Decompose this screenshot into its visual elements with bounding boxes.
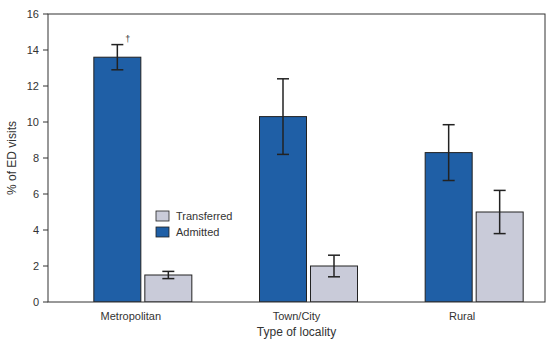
x-tick-label: Rural	[449, 310, 475, 322]
error-bar	[162, 271, 174, 278]
y-tick	[43, 86, 48, 87]
error-line	[333, 255, 335, 277]
y-tick-label: 6	[33, 188, 39, 200]
error-cap	[328, 254, 340, 256]
y-tick	[43, 194, 48, 195]
error-cap	[162, 278, 174, 280]
y-tick	[43, 302, 48, 303]
error-line	[117, 45, 119, 70]
bar	[145, 275, 192, 302]
error-cap	[494, 190, 506, 192]
y-tick-label: 0	[33, 296, 39, 308]
y-tick-label: 14	[27, 44, 39, 56]
error-cap	[443, 180, 455, 182]
y-tick-label: 8	[33, 152, 39, 164]
y-tick	[43, 266, 48, 267]
error-cap	[111, 44, 123, 46]
error-line	[448, 125, 450, 181]
bar	[94, 57, 141, 302]
annotation: †	[125, 34, 130, 44]
x-tick-label: Town/City	[273, 310, 321, 322]
error-line	[282, 79, 284, 155]
error-cap	[494, 233, 506, 235]
error-bar	[494, 190, 506, 233]
error-cap	[111, 69, 123, 71]
y-tick-label: 10	[27, 116, 39, 128]
legend-label: Transferred	[176, 210, 232, 222]
legend-label: Admitted	[176, 226, 219, 238]
error-bar	[111, 45, 123, 70]
chart: 0 2 4 6 8 10 12 14 16 Metropolitan Town/City Rural †…	[0, 0, 560, 355]
error-line	[168, 271, 170, 278]
error-cap	[443, 124, 455, 126]
plot-frame	[48, 14, 545, 302]
y-tick-label: 16	[27, 8, 39, 20]
error-bar	[277, 79, 289, 155]
error-bar	[328, 255, 340, 277]
y-tick	[43, 158, 48, 159]
legend: Transferred Admitted	[156, 210, 232, 238]
y-tick	[43, 122, 48, 123]
error-cap	[328, 276, 340, 278]
y-tick	[43, 50, 48, 51]
x-axis-label: Type of locality	[257, 325, 336, 339]
y-tick	[43, 230, 48, 231]
legend-swatch	[156, 211, 169, 221]
x-tick-label: Metropolitan	[101, 310, 162, 322]
error-line	[499, 190, 501, 233]
y-tick-label: 2	[33, 260, 39, 272]
y-tick-label: 4	[33, 224, 39, 236]
error-cap	[277, 78, 289, 80]
y-tick	[43, 14, 48, 15]
legend-swatch	[156, 227, 169, 237]
error-bar	[443, 125, 455, 181]
error-cap	[162, 271, 174, 273]
y-axis-label: % of ED visits	[5, 121, 19, 195]
y-tick-label: 12	[27, 80, 39, 92]
error-cap	[277, 154, 289, 156]
bars	[94, 45, 523, 302]
